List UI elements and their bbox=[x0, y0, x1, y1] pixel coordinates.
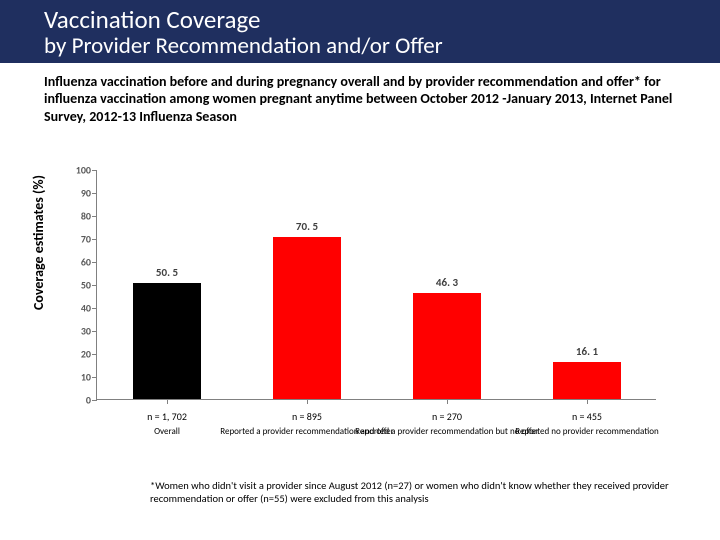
y-tick-mark bbox=[92, 331, 97, 332]
y-tick-mark bbox=[92, 239, 97, 240]
y-tick-label: 50 bbox=[67, 279, 91, 292]
bar bbox=[273, 237, 341, 399]
plot-area: 010203040506070809010050. 5n = 1, 702Ove… bbox=[96, 170, 656, 400]
y-tick-label: 90 bbox=[67, 187, 91, 200]
y-tick-mark bbox=[92, 262, 97, 263]
bar bbox=[413, 293, 481, 399]
y-tick-mark bbox=[92, 193, 97, 194]
y-tick-label: 70 bbox=[67, 233, 91, 246]
y-tick-label: 10 bbox=[67, 371, 91, 384]
x-category-label: Reported no provider recommendation bbox=[515, 426, 658, 437]
y-tick-label: 80 bbox=[67, 210, 91, 223]
y-axis-label: Coverage estimates (%) bbox=[30, 175, 47, 310]
title-line2: by Provider Recommendation and/or Offer bbox=[44, 34, 720, 59]
bar-value-label: 70. 5 bbox=[267, 220, 347, 233]
y-tick-label: 40 bbox=[67, 302, 91, 315]
title-line1: Vaccination Coverage bbox=[44, 6, 720, 34]
x-n-label: n = 895 bbox=[292, 410, 322, 423]
bar-value-label: 46. 3 bbox=[407, 276, 487, 289]
x-tick-mark bbox=[447, 399, 448, 404]
y-tick-label: 30 bbox=[67, 325, 91, 338]
y-tick-label: 60 bbox=[67, 256, 91, 269]
bar-chart: Coverage estimates (%) 01020304050607080… bbox=[44, 170, 664, 460]
x-category-label: Overall bbox=[154, 426, 180, 437]
y-tick-mark bbox=[92, 400, 97, 401]
footnote: *Women who didn't visit a provider since… bbox=[150, 480, 670, 505]
x-n-label: n = 1, 702 bbox=[147, 410, 187, 423]
title-bar: Vaccination Coverage by Provider Recomme… bbox=[0, 0, 720, 63]
bar bbox=[553, 362, 621, 399]
y-tick-mark bbox=[92, 354, 97, 355]
y-tick-label: 100 bbox=[67, 164, 91, 177]
x-n-label: n = 270 bbox=[432, 410, 462, 423]
bar-value-label: 50. 5 bbox=[127, 266, 207, 279]
x-tick-mark bbox=[307, 399, 308, 404]
x-tick-mark bbox=[587, 399, 588, 404]
x-category-label: Reported a provider recommendation but n… bbox=[355, 426, 539, 437]
bar bbox=[133, 283, 201, 399]
x-n-label: n = 455 bbox=[572, 410, 602, 423]
y-tick-label: 20 bbox=[67, 348, 91, 361]
y-tick-mark bbox=[92, 308, 97, 309]
x-tick-mark bbox=[167, 399, 168, 404]
y-tick-mark bbox=[92, 170, 97, 171]
y-tick-mark bbox=[92, 285, 97, 286]
y-tick-label: 0 bbox=[67, 394, 91, 407]
y-tick-mark bbox=[92, 377, 97, 378]
y-tick-mark bbox=[92, 216, 97, 217]
subtitle: Influenza vaccination before and during … bbox=[0, 63, 720, 130]
bar-value-label: 16. 1 bbox=[547, 345, 627, 358]
